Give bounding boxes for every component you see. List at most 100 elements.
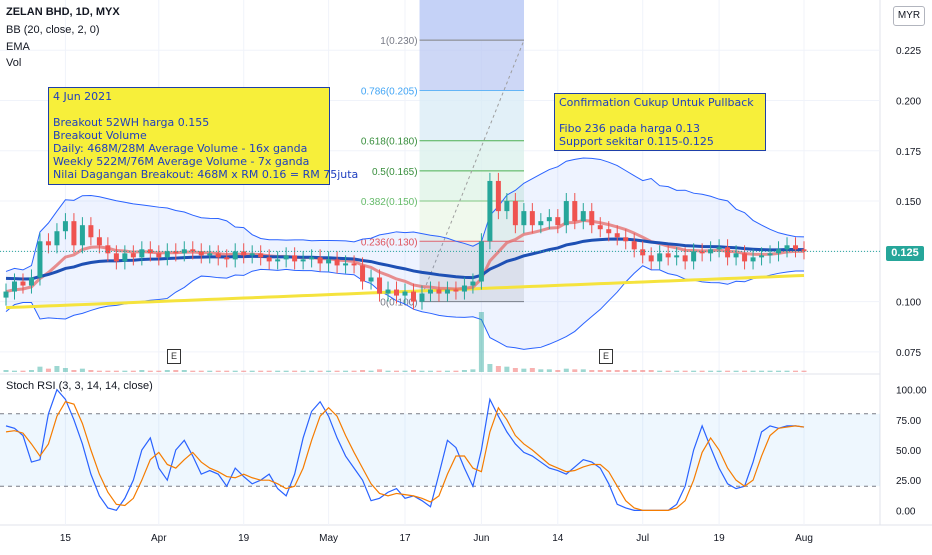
candle-body	[512, 201, 518, 226]
volume-bar	[453, 370, 459, 372]
bb-indicator-label[interactable]: BB (20, close, 2, 0)	[6, 24, 100, 36]
candle-body	[11, 281, 17, 292]
candle-body	[343, 263, 349, 266]
time-tick-label: 19	[714, 533, 726, 544]
stoch-tick-label: 100.00	[896, 386, 927, 397]
volume-bar	[96, 370, 102, 372]
volume-bar	[377, 369, 383, 372]
candle-body	[708, 249, 714, 254]
candle-body	[215, 253, 221, 258]
stoch-d-line	[5, 401, 805, 511]
time-tick-label: Apr	[151, 533, 167, 544]
time-tick-label: Jul	[636, 533, 649, 544]
pullback-annotation[interactable]: Confirmation Cukup Untuk Pullback Fibo 2…	[554, 93, 766, 151]
candle-body	[725, 247, 731, 258]
candle-body	[563, 201, 569, 226]
candle-body	[461, 285, 467, 292]
volume-bar	[597, 370, 603, 372]
volume-bar	[589, 370, 595, 372]
fib-level-label: 0.236(0.130)	[361, 237, 418, 248]
volume-bar	[614, 370, 620, 372]
volume-bar	[521, 368, 527, 372]
time-tick-label: Jun	[473, 533, 489, 544]
fib-zone	[419, 90, 524, 141]
vol-indicator-label[interactable]: Vol	[6, 57, 22, 69]
volume-bar	[640, 370, 646, 372]
candle-body	[631, 241, 637, 250]
volume-bar	[504, 366, 510, 372]
volume-bar	[292, 370, 298, 372]
breakout-annotation[interactable]: 4 Jun 2021 Breakout 52WH harga 0.155 Bre…	[48, 87, 358, 185]
volume-bar	[224, 370, 230, 372]
candle-body	[139, 249, 145, 258]
candle-body	[589, 211, 595, 226]
price-tick-label: 0.100	[896, 298, 921, 309]
candle-body	[759, 255, 765, 258]
candle-body	[640, 249, 646, 256]
candle-body	[614, 233, 620, 238]
volume-bar	[360, 370, 366, 372]
volume-bar	[436, 370, 442, 372]
volume-bar	[759, 370, 765, 372]
candle-body	[3, 291, 9, 298]
earnings-marker[interactable]: E	[599, 349, 613, 364]
candle-body	[181, 249, 187, 254]
candle-body	[402, 291, 408, 296]
volume-bar	[207, 370, 213, 372]
volume-bar	[113, 370, 119, 372]
fib-level-label: 0.786(0.205)	[361, 86, 418, 97]
volume-bar	[20, 370, 26, 372]
candle-body	[716, 247, 722, 250]
candle-body	[606, 229, 612, 234]
volume-bar	[478, 312, 484, 372]
fib-zone	[419, 140, 524, 171]
volume-bar	[79, 368, 85, 372]
currency-button[interactable]: MYR	[893, 6, 925, 26]
stoch-tick-label: 50.00	[896, 446, 921, 457]
price-tick-label: 0.175	[896, 147, 921, 158]
candle-body	[105, 245, 111, 254]
volume-bar	[784, 370, 790, 372]
bollinger-upper-line	[5, 157, 805, 272]
price-tick-label: 0.225	[896, 46, 921, 57]
volume-bar	[300, 370, 306, 372]
candle-body	[750, 257, 756, 262]
volume-bar	[665, 370, 671, 372]
ema-indicator-label[interactable]: EMA	[6, 41, 30, 53]
volume-bar	[249, 370, 255, 372]
volume-bar	[173, 370, 179, 372]
candle-body	[45, 241, 51, 246]
volume-bar	[275, 370, 281, 372]
candle-body	[79, 225, 85, 246]
stoch-rsi-label[interactable]: Stoch RSI (3, 3, 14, 14, close)	[6, 380, 153, 392]
stoch-tick-label: 0.00	[896, 506, 916, 517]
candle-body	[207, 253, 213, 256]
last-price-badge: 0.125	[886, 246, 924, 261]
candle-body	[317, 257, 323, 264]
candle-body	[444, 289, 450, 294]
candle-body	[28, 277, 34, 286]
volume-bar	[725, 370, 731, 372]
volume-bar	[793, 370, 799, 372]
candle-body	[487, 180, 493, 242]
volume-bar	[139, 370, 145, 372]
fib-zone	[419, 40, 524, 91]
volume-bar	[487, 364, 493, 372]
candle-body	[334, 259, 340, 266]
volume-bar	[88, 370, 94, 372]
candle-body	[37, 241, 43, 278]
earnings-marker[interactable]: E	[167, 349, 181, 364]
candle-body	[784, 245, 790, 250]
volume-bar	[385, 370, 391, 372]
fib-level-label: 0.618(0.180)	[361, 137, 418, 148]
time-tick-label: 17	[399, 533, 411, 544]
candle-body	[538, 221, 544, 226]
candle-body	[691, 251, 697, 262]
candle-body	[623, 237, 629, 242]
candle-body	[572, 201, 578, 222]
candle-body	[529, 211, 535, 226]
fib-level-label: 1(0.230)	[380, 36, 417, 47]
volume-bar	[164, 370, 170, 372]
